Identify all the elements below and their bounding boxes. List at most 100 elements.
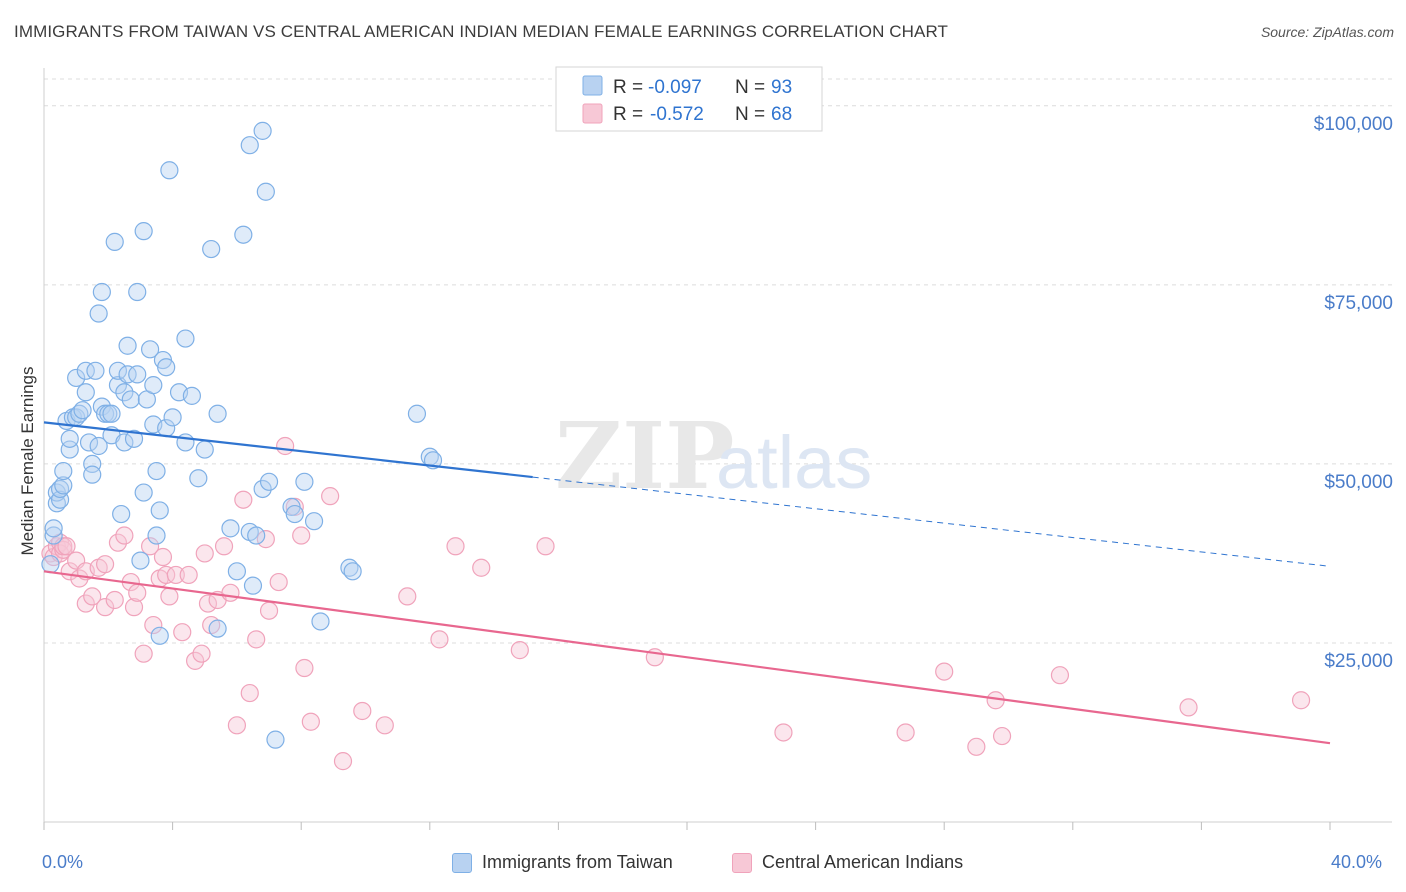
data-point-immigrants-from-taiwan [340,558,359,577]
data-point-immigrants-from-taiwan [67,368,86,388]
data-point-immigrants-from-taiwan [195,440,214,459]
data-point-immigrants-from-taiwan [150,626,169,645]
data-point-immigrants-from-taiwan [131,551,150,570]
data-point-central-american-indians [430,630,449,649]
data-point-central-american-indians [301,712,320,731]
correlation-legend: R = -0.097 N = 93 R = -0.572 N = 68 [555,66,823,132]
data-point-immigrants-from-taiwan [73,401,92,420]
data-point-central-american-indians [115,526,134,545]
data-point-immigrants-from-taiwan [121,390,140,409]
data-point-immigrants-from-taiwan [112,504,131,524]
data-point-central-american-indians [57,537,76,556]
data-point-immigrants-from-taiwan [140,340,160,359]
data-point-immigrants-from-taiwan [79,433,99,452]
data-point-immigrants-from-taiwan [234,225,253,244]
data-point-central-american-indians [446,537,465,556]
data-point-immigrants-from-taiwan [128,365,147,384]
data-point-central-american-indians [321,487,340,506]
data-point-immigrants-from-taiwan [108,361,128,380]
data-point-central-american-indians [992,726,1012,746]
data-point-immigrants-from-taiwan [182,386,201,405]
data-point-immigrants-from-taiwan [147,526,166,545]
data-point-central-american-indians [179,565,198,585]
y-tick-label: $75,000 [1324,293,1393,314]
series-swatch-pink [732,852,752,873]
legend-r-value-1: -0.097 [648,77,702,98]
data-point-central-american-indians [1291,691,1311,710]
legend-n-label-1: N = [735,77,770,98]
data-point-immigrants-from-taiwan [105,232,124,251]
data-point-immigrants-from-taiwan [208,404,227,423]
data-point-central-american-indians [398,587,417,606]
data-point-immigrants-from-taiwan [76,383,95,402]
data-point-immigrants-from-taiwan [44,519,63,538]
series-legend-label-central-american: Central American Indians [762,852,964,872]
data-point-central-american-indians [76,594,95,613]
axes: $25,000 $50,000 $75,000 $100,000 [43,68,1393,830]
data-point-immigrants-from-taiwan [76,361,95,380]
data-point-central-american-indians [195,544,214,563]
y-tick-label: $25,000 [1324,651,1393,672]
data-point-immigrants-from-taiwan [202,239,221,259]
data-point-central-american-indians [259,601,279,620]
x-tick-label-max: 40.0% [1331,852,1383,872]
data-point-central-american-indians [896,723,915,742]
data-point-immigrants-from-taiwan [134,483,153,502]
data-point-central-american-indians [95,598,115,617]
data-point-immigrants-from-taiwan [304,512,324,531]
data-point-immigrants-from-taiwan [163,408,182,427]
data-point-immigrants-from-taiwan [266,730,285,749]
y-tick-label: $100,000 [1314,114,1393,135]
series-legend-item-central-american: Central American Indians [732,852,963,873]
data-point-immigrants-from-taiwan [253,479,272,499]
data-point-central-american-indians [124,598,144,617]
data-point-immigrants-from-taiwan [83,454,102,474]
svg-text:R = -0.097 N =: R = -0.097 N = 93 [613,77,792,98]
grid [44,78,1392,644]
data-point-central-american-indians [214,537,234,556]
data-point-immigrants-from-taiwan [134,222,153,241]
data-point-immigrants-from-taiwan [47,494,66,513]
x-tick-label-min: 0.0% [42,852,84,872]
data-point-immigrants-from-taiwan [54,461,73,481]
watermark-zip: ZIP [555,402,734,510]
data-point-central-american-indians [375,716,394,735]
data-point-central-american-indians [192,644,211,663]
data-point-immigrants-from-taiwan [115,433,134,452]
trend-line-taiwan [43,421,533,479]
data-point-central-american-indians [247,630,266,649]
data-point-immigrants-from-taiwan [147,461,166,481]
data-point-immigrants-from-taiwan [189,469,208,488]
data-point-immigrants-from-taiwan [240,136,259,155]
data-point-central-american-indians [240,683,259,703]
data-point-central-american-indians [353,701,372,721]
data-point-central-american-indians [295,658,314,678]
trend-line-central-american-indians [43,570,1331,745]
data-point-central-american-indians [292,526,311,545]
data-point-central-american-indians [234,490,253,509]
data-point-immigrants-from-taiwan [150,501,169,520]
data-point-immigrants-from-taiwan [295,472,314,491]
data-point-central-american-indians [157,565,176,585]
data-point-central-american-indians [186,651,205,670]
data-point-immigrants-from-taiwan [253,121,272,140]
data-point-immigrants-from-taiwan [115,383,134,402]
data-point-immigrants-from-taiwan [60,429,79,448]
data-point-central-american-indians [140,537,160,556]
trend-line-taiwan-extrapolated [532,476,1331,567]
data-point-immigrants-from-taiwan [118,336,137,355]
data-point-central-american-indians [1179,698,1198,717]
data-point-central-american-indians [95,555,115,574]
data-point-immigrants-from-taiwan [86,361,105,380]
legend-n-value-1: 93 [771,77,792,98]
data-point-immigrants-from-taiwan [243,576,263,595]
chart-title: IMMIGRANTS FROM TAIWAN VS CENTRAL AMERIC… [14,22,949,41]
data-point-immigrants-from-taiwan [259,472,279,491]
y-axis-label: Median Female Earnings [18,367,37,556]
series-legend-item-taiwan: Immigrants from Taiwan [452,852,673,873]
data-point-immigrants-from-taiwan [44,526,63,545]
watermark-atlas: atlas [716,421,872,504]
series-legend-label-taiwan: Immigrants from Taiwan [482,852,673,872]
data-point-central-american-indians [227,716,246,735]
